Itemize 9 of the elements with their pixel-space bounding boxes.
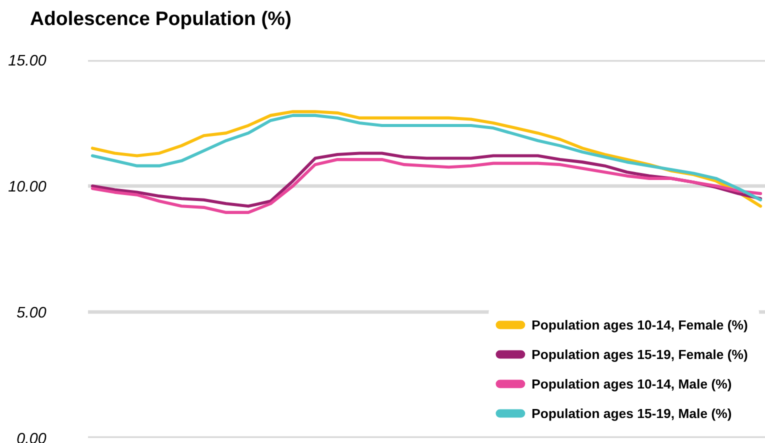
- line-series: [90, 158, 762, 214]
- legend-label: Population ages 10-14, Male (%): [532, 378, 732, 392]
- legend-label: Population ages 15-19, Female (%): [532, 349, 748, 362]
- y-tick-label: 15.00: [8, 54, 46, 66]
- y-tick-label: 5.00: [16, 306, 46, 318]
- legend-label: Population ages 10-14, Female (%): [532, 320, 748, 332]
- legend-label: Population ages 15-19, Male (%): [532, 408, 732, 421]
- chart-title: Adolescence Population (%): [30, 10, 290, 30]
- y-tick-label: 10.00: [8, 180, 46, 192]
